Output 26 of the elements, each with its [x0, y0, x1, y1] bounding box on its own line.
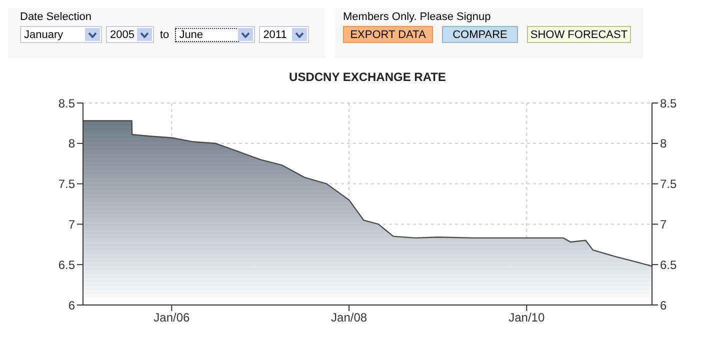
text: 2011: [262, 28, 288, 40]
text: January: [23, 28, 64, 40]
y2-tick-label: 6: [660, 298, 667, 312]
x-tick-label: Jan/08: [331, 310, 368, 325]
y-tick-label: 8: [68, 136, 76, 151]
y-tick-label: 6: [68, 298, 76, 312]
y2-tick-label: 8.5: [660, 96, 678, 110]
y2-tick-label: 6.5: [660, 258, 678, 272]
text: COMPARE: [442, 26, 518, 43]
y-tick-label: 6.5: [58, 258, 76, 272]
y2-tick-label: 8: [660, 136, 667, 151]
text: SHOW FORECAST: [527, 26, 631, 43]
text: Date Selection: [20, 10, 93, 25]
y2-tick-label: 7.5: [660, 177, 678, 192]
text: to: [160, 28, 170, 40]
text: EXPORT DATA: [343, 26, 433, 43]
text: 2005: [109, 28, 136, 40]
y-tick-label: 7.5: [58, 177, 76, 192]
y-tick-label: 7: [68, 217, 76, 232]
chart-title: USDCNY EXCHANGE RATE: [288, 70, 447, 84]
text: June: [176, 28, 238, 40]
x-tick-label: Jan/10: [508, 310, 545, 325]
y2-tick-label: 7: [660, 217, 667, 232]
x-tick-label: Jan/06: [154, 310, 190, 325]
text: Members Only. Please Signup: [343, 10, 492, 25]
y-tick-label: 8.5: [58, 96, 76, 110]
